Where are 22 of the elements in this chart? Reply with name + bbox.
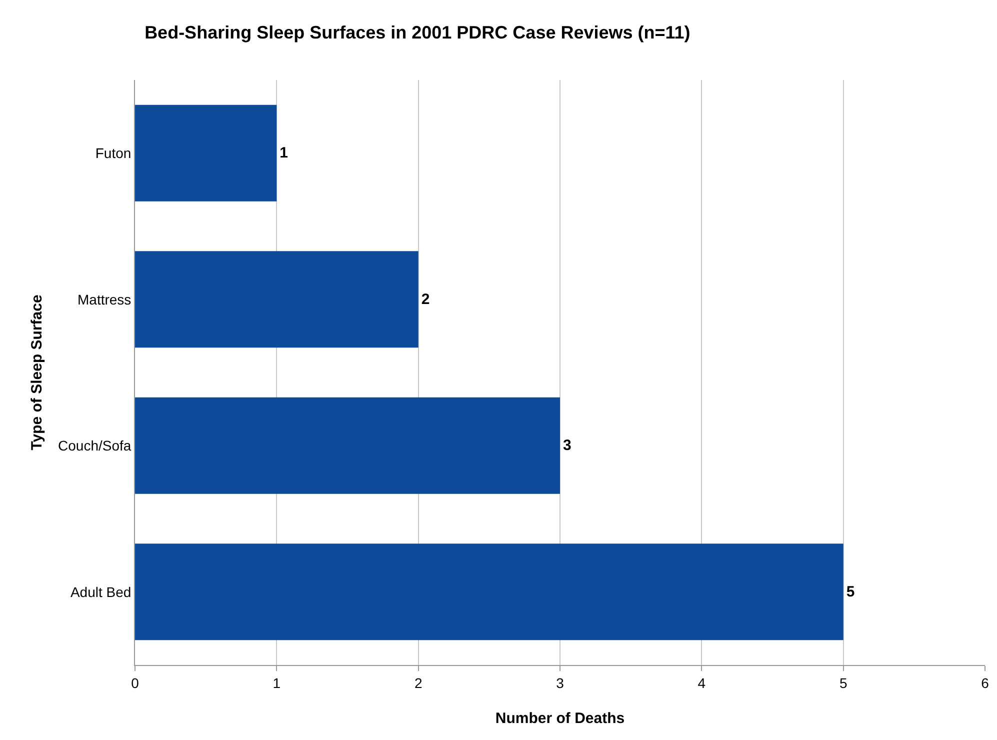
y-tick-label: Couch/Sofa	[58, 438, 132, 454]
bar	[135, 251, 418, 348]
y-tick-label: Futon	[95, 145, 132, 162]
y-tick-label: Adult Bed	[70, 584, 132, 600]
bar	[135, 544, 844, 640]
x-tick-label: 4	[698, 674, 706, 691]
data-label: 2	[421, 290, 430, 308]
x-tick-label: 5	[839, 674, 848, 691]
data-label: 5	[846, 583, 855, 600]
data-label: 3	[563, 437, 572, 454]
x-tick-label: 6	[981, 674, 990, 691]
chart-title: Bed-Sharing Sleep Surfaces in 2001 PDRC Case Reviews (n=11)	[144, 22, 690, 42]
x-tick-label: 0	[131, 674, 140, 691]
x-tick-label: 3	[556, 674, 564, 691]
y-axis-title: Type of Sleep Surface	[28, 294, 46, 450]
x-tick-label: 1	[272, 674, 281, 691]
bar	[135, 104, 277, 202]
bar	[135, 397, 560, 494]
x-tick-label: 2	[414, 674, 422, 691]
x-axis-title: Number of Deaths	[495, 710, 625, 727]
data-label: 1	[280, 144, 288, 162]
y-tick-label: Mattress	[78, 291, 132, 308]
